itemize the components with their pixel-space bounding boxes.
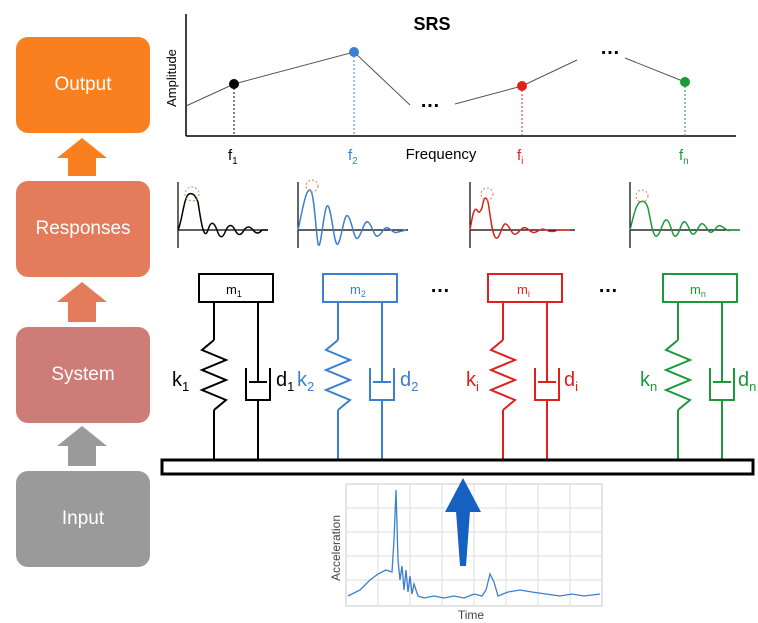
- system-ellipsis-1: …: [430, 275, 450, 297]
- mass-block-2: [322, 273, 398, 303]
- response-plot-n-peak-marker: [635, 189, 649, 203]
- srs-ellipsis-upper: …: [600, 37, 620, 59]
- srs-tick-fi: fi: [517, 147, 523, 167]
- input-acceleration-trace: [347, 489, 601, 599]
- srs-tick-f1: f1: [228, 147, 238, 167]
- oscillator-1: [198, 273, 274, 460]
- spring-2-coil: [323, 339, 353, 411]
- mass-label-1: m1: [226, 282, 242, 299]
- responses-stage-box: Responses: [16, 181, 150, 277]
- output-stage-label: Output: [54, 74, 112, 95]
- srs-point-f1: [229, 79, 239, 89]
- srs-ellipsis: …: [420, 90, 440, 112]
- response-plot-1-peak-marker: [184, 186, 200, 202]
- base-plate: [160, 458, 755, 476]
- spring-i-coil: [488, 339, 518, 411]
- response-plot-i-curve: [469, 197, 570, 239]
- damper-label-2: d2: [400, 369, 418, 394]
- response-plot-n-curve: [629, 200, 740, 237]
- mass-label-2: m2: [350, 282, 366, 299]
- input-arrow-shaft: [456, 511, 470, 566]
- srs-frequency-label: Frequency: [406, 146, 477, 163]
- input-plot-acceleration-label: Acceleration: [329, 515, 343, 581]
- input-stage-label: Input: [61, 508, 105, 529]
- input-stage-box: Input: [16, 471, 150, 567]
- oscillator-n: [662, 273, 738, 460]
- response-plot-i-peak-marker: [480, 187, 494, 201]
- response-plot-2-peak-marker: [305, 179, 319, 193]
- mass-label-n: mn: [690, 282, 706, 299]
- damper-label-n: dn: [738, 369, 756, 394]
- srs-point-fi: [517, 81, 527, 91]
- response-plot-i: [469, 182, 575, 248]
- mass-block-1: [198, 273, 274, 303]
- mass-block-i: [487, 273, 563, 303]
- srs-title: SRS: [413, 14, 450, 34]
- responses-stage-label: Responses: [35, 218, 131, 239]
- srs-amplitude-label: Amplitude: [164, 49, 179, 107]
- damper-label-1: d1: [276, 369, 294, 394]
- oscillator-i: [487, 273, 563, 460]
- system-ellipsis-2: …: [598, 275, 618, 297]
- response-plot-2: [297, 179, 408, 248]
- arrow-input-to-system-icon: [57, 426, 107, 466]
- srs-point-f2: [349, 47, 359, 57]
- oscillator-2: [322, 273, 398, 460]
- arrow-responses-to-output-icon: [57, 138, 107, 176]
- input-arrow-head: [445, 478, 481, 512]
- damper-label-i: di: [564, 369, 578, 394]
- output-stage-box: Output: [16, 37, 150, 133]
- srs-points: [229, 47, 690, 136]
- srs-tick-f2: f2: [348, 147, 358, 167]
- spring-label-2: k2: [297, 369, 314, 394]
- mass-label-i: mi: [517, 282, 530, 299]
- response-plot-1-curve: [177, 192, 268, 238]
- srs-curve-right: [624, 57, 686, 83]
- srs-curve-mid: [454, 59, 578, 105]
- response-plot-1: [177, 182, 268, 248]
- srs-point-fn: [680, 77, 690, 87]
- response-plot-2-curve: [297, 189, 407, 246]
- srs-tick-fn: fn: [679, 147, 689, 167]
- spring-label-i: ki: [466, 369, 479, 394]
- system-stage-box: System: [16, 327, 150, 423]
- arrow-system-to-responses-icon: [57, 282, 107, 322]
- system-stage-label: System: [51, 364, 115, 385]
- spring-n-coil: [663, 339, 693, 411]
- spring-label-1: k1: [172, 369, 189, 394]
- srs-curve-left: [185, 51, 411, 107]
- mass-block-n: [662, 273, 738, 303]
- input-excitation-arrow-icon: [445, 478, 481, 566]
- spring-label-n: kn: [640, 369, 657, 394]
- spring-1-coil: [199, 339, 229, 411]
- input-plot-time-label: Time: [458, 608, 485, 622]
- response-plot-n: [629, 182, 740, 248]
